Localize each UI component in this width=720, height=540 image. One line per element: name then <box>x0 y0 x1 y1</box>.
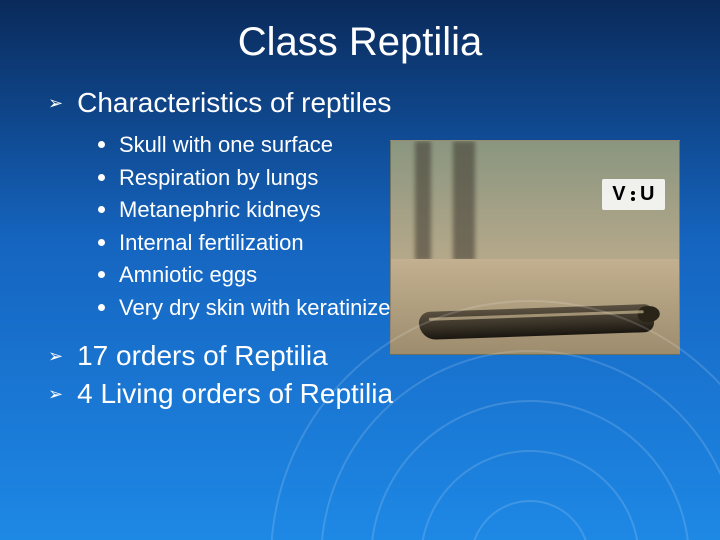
sub-bullet-text: Amniotic eggs <box>119 261 257 289</box>
bullet-text: 4 Living orders of Reptilia <box>77 378 393 410</box>
sub-bullet-text: Metanephric kidneys <box>119 196 321 224</box>
bullet-level1: ➢ Characteristics of reptiles <box>48 87 680 119</box>
watermark-dots-icon <box>626 189 640 203</box>
photo-watermark: VU <box>602 179 665 210</box>
bullet-dot-icon <box>98 239 105 246</box>
arrow-icon: ➢ <box>48 93 63 114</box>
bullet-dot-icon <box>98 271 105 278</box>
photo-tree-shape <box>453 141 475 261</box>
bullet-dot-icon <box>98 141 105 148</box>
bullet-text: Characteristics of reptiles <box>77 87 391 119</box>
sub-bullet-text: Skull with one surface <box>119 131 333 159</box>
sub-bullet-text: Respiration by lungs <box>119 164 318 192</box>
photo-tree-shape <box>415 141 431 261</box>
arrow-icon: ➢ <box>48 384 63 405</box>
slide: Class Reptilia ➢ Characteristics of rept… <box>0 0 720 540</box>
watermark-u: U <box>640 183 655 205</box>
reptile-photo: VU <box>390 140 680 355</box>
sub-bullet-text: Internal fertilization <box>119 229 304 257</box>
watermark-v: V <box>612 183 626 205</box>
bullet-level1: ➢ 4 Living orders of Reptilia <box>48 378 680 410</box>
bullet-dot-icon <box>98 174 105 181</box>
arrow-icon: ➢ <box>48 346 63 367</box>
bullet-dot-icon <box>98 206 105 213</box>
page-title: Class Reptilia <box>40 20 680 65</box>
bullet-dot-icon <box>98 304 105 311</box>
bullet-text: 17 orders of Reptilia <box>77 340 328 372</box>
